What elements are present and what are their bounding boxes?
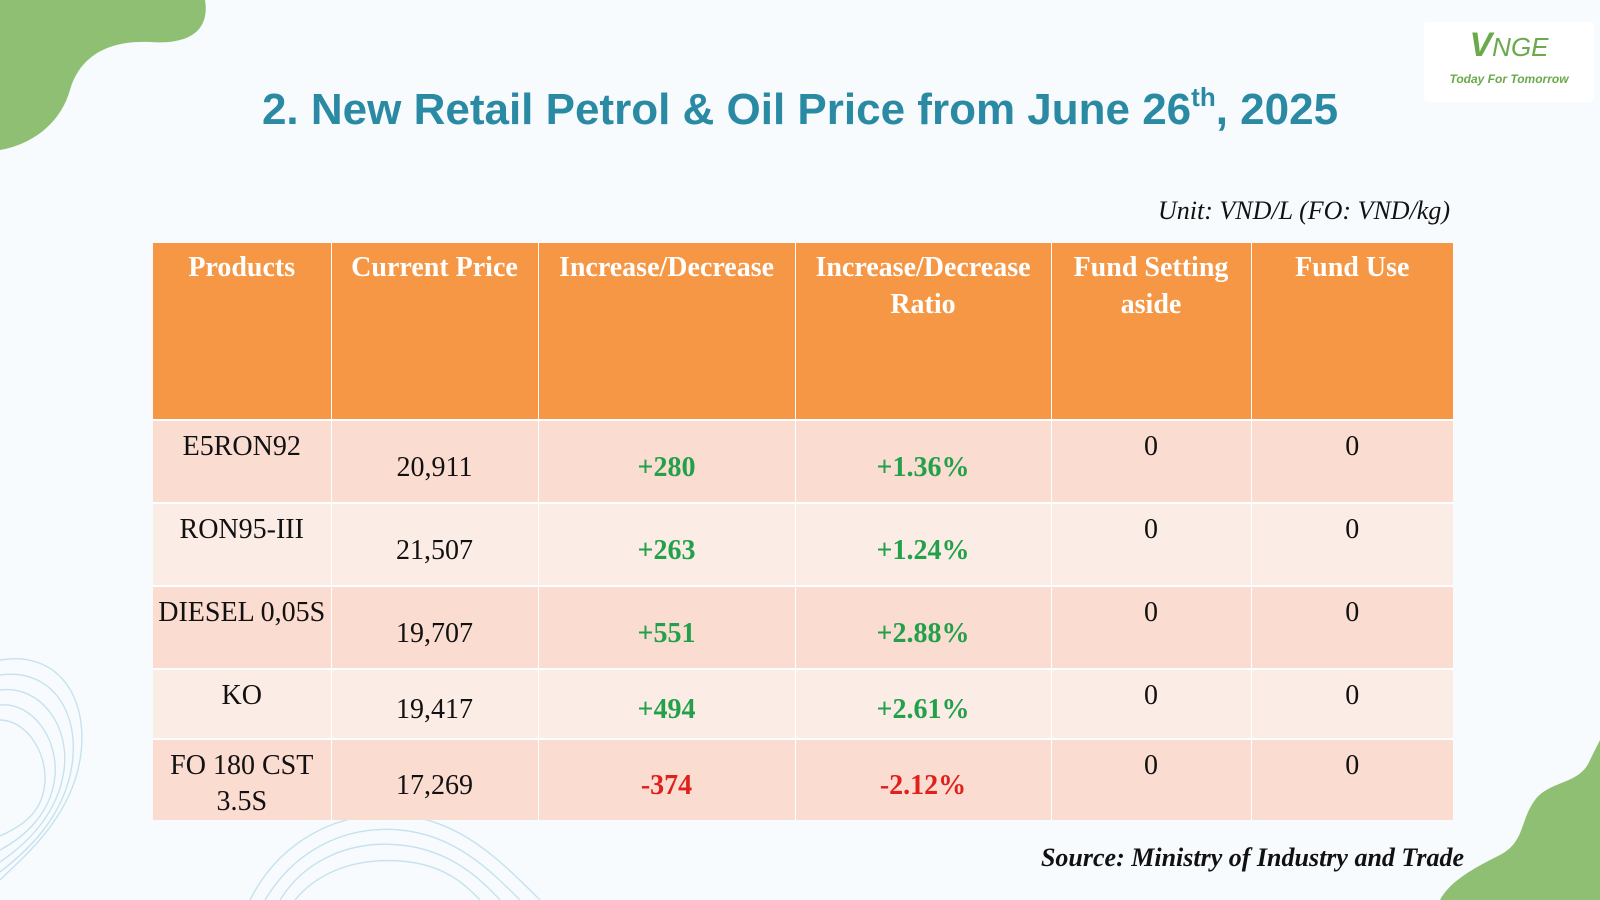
table-row: DIESEL 0,05S 19,707 +551 +2.88% 0 0 bbox=[153, 586, 1453, 669]
cell-fund-setting: 0 bbox=[1051, 669, 1252, 739]
cell-product: E5RON92 bbox=[153, 420, 332, 503]
cell-change-ratio: +2.61% bbox=[795, 669, 1052, 739]
cell-fund-use: 0 bbox=[1251, 739, 1453, 820]
cell-change-ratio: +1.36% bbox=[795, 420, 1052, 503]
cell-fund-setting: 0 bbox=[1051, 739, 1252, 820]
price-table: Products Current Price Increase/Decrease… bbox=[153, 243, 1453, 820]
cell-current-price: 19,707 bbox=[331, 586, 539, 669]
table-row: FO 180 CST 3.5S 17,269 -374 -2.12% 0 0 bbox=[153, 739, 1453, 820]
logo-brand-rest: NGE bbox=[1492, 32, 1549, 62]
table-row: E5RON92 20,911 +280 +1.36% 0 0 bbox=[153, 420, 1453, 503]
header-products: Products bbox=[153, 243, 332, 420]
logo-wordmark: VNGE bbox=[1424, 28, 1594, 62]
cell-change: -374 bbox=[538, 739, 796, 820]
cell-change-ratio: +1.24% bbox=[795, 503, 1052, 586]
cell-change: +263 bbox=[538, 503, 796, 586]
cell-fund-setting: 0 bbox=[1051, 503, 1252, 586]
logo-tagline: Today For Tomorrow bbox=[1449, 72, 1569, 86]
slide-title: 2. New Retail Petrol & Oil Price from Ju… bbox=[150, 82, 1450, 135]
cell-change: +280 bbox=[538, 420, 796, 503]
cell-product: RON95-III bbox=[153, 503, 332, 586]
cell-fund-use: 0 bbox=[1251, 669, 1453, 739]
cell-current-price: 21,507 bbox=[331, 503, 539, 586]
cell-current-price: 17,269 bbox=[331, 739, 539, 820]
cell-product: FO 180 CST 3.5S bbox=[153, 739, 332, 820]
cell-change-ratio: -2.12% bbox=[795, 739, 1052, 820]
cell-change: +494 bbox=[538, 669, 796, 739]
title-main: 2. New Retail Petrol & Oil Price from Ju… bbox=[261, 85, 1192, 134]
title-end: , 2025 bbox=[1215, 85, 1339, 134]
logo-initial: V bbox=[1469, 26, 1493, 64]
table-header-row: Products Current Price Increase/Decrease… bbox=[153, 243, 1453, 420]
cell-current-price: 19,417 bbox=[331, 669, 539, 739]
unit-note: Unit: VND/L (FO: VND/kg) bbox=[1158, 196, 1450, 225]
title-ordinal-suffix: th bbox=[1191, 82, 1216, 112]
company-logo: VNGE Today For Tomorrow bbox=[1424, 22, 1594, 102]
decorative-leaf-top-left bbox=[0, 0, 206, 150]
cell-product: KO bbox=[153, 669, 332, 739]
table-row: RON95-III 21,507 +263 +1.24% 0 0 bbox=[153, 503, 1453, 586]
header-current-price: Current Price bbox=[331, 243, 539, 420]
cell-fund-use: 0 bbox=[1251, 503, 1453, 586]
cell-fund-setting: 0 bbox=[1051, 586, 1252, 669]
header-increase-decrease-ratio: Increase/Decrease Ratio bbox=[795, 243, 1052, 420]
cell-current-price: 20,911 bbox=[331, 420, 539, 503]
cell-change: +551 bbox=[538, 586, 796, 669]
table-row: KO 19,417 +494 +2.61% 0 0 bbox=[153, 669, 1453, 739]
cell-fund-use: 0 bbox=[1251, 586, 1453, 669]
header-increase-decrease: Increase/Decrease bbox=[538, 243, 796, 420]
cell-product: DIESEL 0,05S bbox=[153, 586, 332, 669]
cell-fund-use: 0 bbox=[1251, 420, 1453, 503]
header-fund-use: Fund Use bbox=[1251, 243, 1453, 420]
source-note: Source: Ministry of Industry and Trade bbox=[1040, 843, 1464, 872]
header-fund-setting-aside: Fund Setting aside bbox=[1051, 243, 1252, 420]
cell-fund-setting: 0 bbox=[1051, 420, 1252, 503]
cell-change-ratio: +2.88% bbox=[795, 586, 1052, 669]
decorative-leaf-bottom-right bbox=[1440, 740, 1600, 900]
